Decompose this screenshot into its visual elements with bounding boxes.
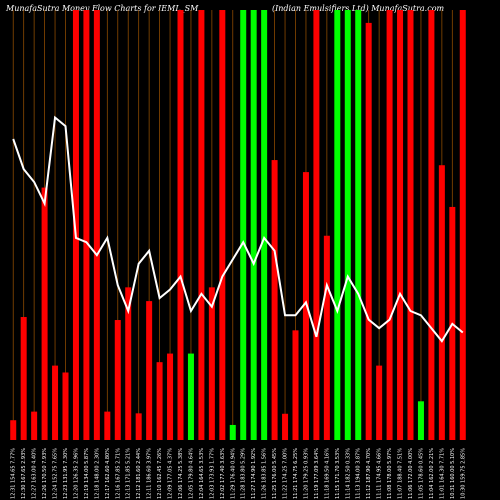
x-tick-label: 11:19 177.09 3.64% bbox=[314, 448, 320, 499]
x-tick-label: 11:06 172.00 4.00% bbox=[408, 448, 414, 499]
x-tick-label: 11:13 194.00 3.87% bbox=[356, 448, 362, 499]
money-flow-bar bbox=[334, 10, 341, 440]
x-tick-label: 11:11 174.95 4.66% bbox=[377, 448, 383, 499]
price-line bbox=[12, 115, 464, 343]
money-flow-bar bbox=[10, 420, 17, 440]
money-flow-bar bbox=[187, 353, 194, 440]
money-flow-bar bbox=[208, 287, 215, 440]
money-flow-bar bbox=[177, 10, 184, 440]
x-tick-label: 11:07 188.40 7.51% bbox=[398, 448, 404, 499]
money-flow-bar bbox=[167, 353, 174, 440]
money-flow-bar bbox=[417, 401, 424, 440]
money-flow-bar bbox=[344, 10, 351, 440]
money-flow-bar bbox=[219, 10, 226, 440]
money-flow-bar bbox=[93, 10, 100, 440]
x-tick-label: 11:14 182.50 0.33% bbox=[345, 448, 351, 499]
money-flow-bar bbox=[407, 10, 414, 440]
x-tick-label: 12:17 162.60 4.80% bbox=[105, 448, 111, 499]
x-tick-label: 12:20 126.35 2.96% bbox=[73, 448, 79, 499]
money-flow-bar bbox=[125, 287, 132, 440]
x-tick-label: 11:04 162.00 2.21% bbox=[429, 448, 435, 499]
x-tick-label: 12:23 131.95 7.30% bbox=[63, 448, 69, 499]
money-flow-bar bbox=[302, 172, 309, 441]
x-tick-label: 12:12 181.60 2.44% bbox=[136, 448, 142, 499]
x-tick-label: 12:13 171.85 5.21% bbox=[126, 448, 132, 499]
x-tick-label: 12:16 167.85 2.71% bbox=[115, 448, 121, 499]
money-flow-bar bbox=[292, 330, 299, 440]
money-flow-bar bbox=[83, 10, 90, 440]
x-tick-label: 12:19 134.00 5.87% bbox=[84, 448, 90, 499]
money-flow-bar bbox=[156, 362, 163, 440]
money-flow-bar bbox=[229, 424, 236, 440]
money-flow-bar bbox=[31, 411, 38, 440]
x-tick-label: 11:15 171.70 3.53% bbox=[335, 448, 341, 499]
price-line-path bbox=[12, 115, 464, 343]
x-tick-label: 11:25 176.00 5.45% bbox=[272, 448, 278, 499]
money-flow-bar bbox=[250, 10, 257, 440]
x-tick-label: 10:31 160.00 5.10% bbox=[450, 448, 456, 499]
money-flow-bar bbox=[72, 10, 79, 440]
money-flow-bar bbox=[376, 365, 383, 440]
x-tick-label: 12:03 173.93 1.77% bbox=[209, 448, 215, 499]
x-tick-label: 12:05 179.80 4.64% bbox=[188, 448, 194, 499]
money-flow-bar bbox=[240, 10, 247, 440]
money-flow-bar bbox=[313, 10, 320, 440]
x-tick-label: 11:12 187.90 4.70% bbox=[366, 448, 372, 499]
x-tick-label: 12:18 148.00 2.30% bbox=[94, 448, 100, 499]
money-flow-bar bbox=[135, 413, 142, 440]
x-tick-label: 12:06 174.25 5.38% bbox=[178, 448, 184, 499]
money-flow-bar bbox=[62, 372, 69, 440]
chart-title-right: (Indian Emulsifiers Ltd) MunafaSutra.com bbox=[272, 4, 445, 13]
money-flow-bar bbox=[271, 160, 278, 440]
x-tick-label: 12:24 152.75 7.65% bbox=[53, 448, 59, 499]
money-flow-bar bbox=[428, 10, 435, 440]
money-flow-bar bbox=[52, 365, 59, 440]
x-tick-label: 11:01 164.30 7.71% bbox=[439, 448, 445, 499]
grid-lines bbox=[12, 10, 464, 440]
money-flow-bar bbox=[198, 10, 205, 440]
money-flow-bar bbox=[323, 235, 330, 440]
x-tick-label: 12:11 186.60 3.97% bbox=[147, 448, 153, 499]
money-flow-bar bbox=[104, 411, 111, 440]
x-tick-label: 11:18 169.50 4.16% bbox=[324, 448, 330, 499]
x-tick-label: 11:27 174.90 1.92% bbox=[251, 448, 257, 499]
x-tick-label: 12:02 177.40 3.63% bbox=[220, 448, 226, 499]
money-flow-bar bbox=[261, 10, 268, 440]
x-tick-label: 11:26 183.85 1.56% bbox=[262, 448, 268, 499]
money-flow-bars bbox=[10, 10, 466, 441]
money-flow-bar bbox=[146, 301, 153, 440]
x-tick-label: 12:31 154.65 7.77% bbox=[11, 448, 17, 499]
money-flow-bar bbox=[114, 320, 121, 440]
chart-title-left: MunafaSutra Money Flow Charts for IEML_S… bbox=[6, 4, 199, 13]
x-tick-label: 11:29 176.40 0.94% bbox=[230, 448, 236, 499]
money-flow-bar bbox=[397, 10, 404, 440]
x-tick-label: 11:28 183.80 5.29% bbox=[241, 448, 247, 499]
x-tick-label: 11:08 178.00 5.97% bbox=[387, 448, 393, 499]
money-flow-bar bbox=[41, 187, 48, 440]
x-axis-labels: 12:31 154.65 7.77% 12:30 167.65 2.93% 12:2… bbox=[11, 448, 467, 499]
x-tick-label: 12:30 167.65 2.93% bbox=[21, 448, 27, 499]
x-tick-label: 12:10 162.45 7.26% bbox=[157, 448, 163, 499]
money-flow-bar bbox=[355, 10, 362, 440]
x-tick-label: 11:21 174.75 6.25% bbox=[293, 448, 299, 499]
money-flow-bar bbox=[282, 413, 289, 440]
x-tick-label: 11:22 174.25 7.00% bbox=[283, 448, 289, 499]
money-flow-bar bbox=[386, 10, 393, 440]
money-flow-bar bbox=[365, 22, 372, 441]
x-tick-label: 10:30 159.75 2.85% bbox=[460, 448, 466, 499]
money-flow-bar bbox=[459, 10, 466, 440]
x-tick-label: 11:20 179.25 0.93% bbox=[303, 448, 309, 499]
money-flow-bar bbox=[20, 317, 27, 440]
x-tick-label: 12:04 164.65 3.53% bbox=[199, 448, 205, 499]
x-tick-label: 11:05 178.60 0.45% bbox=[418, 448, 424, 499]
x-tick-label: 12:09 177.05 4.37% bbox=[168, 448, 174, 499]
money-flow-bar bbox=[438, 165, 445, 441]
x-tick-label: 12:26 170.50 7.93% bbox=[42, 448, 48, 499]
x-tick-label: 12:27 163.00 4.40% bbox=[32, 448, 38, 499]
